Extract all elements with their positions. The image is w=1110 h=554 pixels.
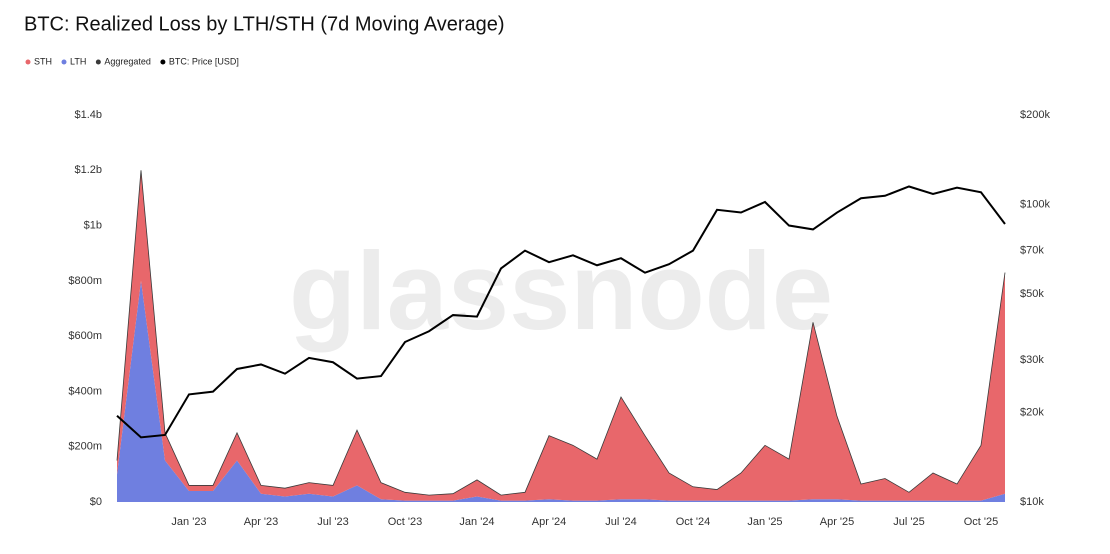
y-tick-label: $800m bbox=[68, 275, 102, 287]
x-tick-label: Jan '25 bbox=[747, 516, 782, 528]
legend-marker bbox=[95, 59, 101, 65]
x-tick-label: Apr '23 bbox=[244, 516, 279, 528]
legend-label: LTH bbox=[70, 56, 86, 66]
y-tick-label: $0 bbox=[90, 496, 102, 508]
x-tick-label: Oct '23 bbox=[388, 516, 423, 528]
legend-marker bbox=[160, 59, 166, 65]
y-tick-label: $1.4b bbox=[74, 109, 102, 121]
x-tick-label: Jul '25 bbox=[893, 516, 924, 528]
x-tick-label: Jan '23 bbox=[171, 516, 206, 528]
y-tick-label: $1b bbox=[84, 219, 102, 231]
y2-tick-label: $200k bbox=[1020, 109, 1050, 121]
legend-label: Aggregated bbox=[104, 56, 151, 66]
x-tick-label: Jul '23 bbox=[317, 516, 348, 528]
y-tick-label: $1.2b bbox=[74, 164, 102, 176]
legend-label: BTC: Price [USD] bbox=[169, 56, 239, 66]
x-tick-label: Apr '24 bbox=[532, 516, 567, 528]
y-tick-label: $400m bbox=[68, 385, 102, 397]
x-tick-label: Jul '24 bbox=[605, 516, 636, 528]
legend-label: STH bbox=[34, 56, 52, 66]
y2-tick-label: $50k bbox=[1020, 288, 1044, 300]
y2-tick-label: $30k bbox=[1020, 354, 1044, 366]
legend-marker bbox=[25, 59, 31, 65]
y-tick-label: $600m bbox=[68, 330, 102, 342]
y2-tick-label: $100k bbox=[1020, 198, 1050, 210]
line bbox=[116, 170, 1006, 496]
legend-marker bbox=[61, 59, 67, 65]
y2-tick-label: $10k bbox=[1020, 496, 1044, 508]
y2-tick-label: $20k bbox=[1020, 406, 1044, 418]
x-tick-label: Jan '24 bbox=[459, 516, 494, 528]
line bbox=[116, 185, 1006, 439]
y2-tick-label: $70k bbox=[1020, 245, 1044, 257]
chart-title: BTC: Realized Loss by LTH/STH (7d Moving… bbox=[24, 13, 505, 35]
y-tick-label: $200m bbox=[68, 441, 102, 453]
x-tick-label: Oct '25 bbox=[964, 516, 999, 528]
x-tick-label: Oct '24 bbox=[676, 516, 711, 528]
watermark: glassnode bbox=[289, 230, 833, 353]
x-tick-label: Apr '25 bbox=[820, 516, 855, 528]
